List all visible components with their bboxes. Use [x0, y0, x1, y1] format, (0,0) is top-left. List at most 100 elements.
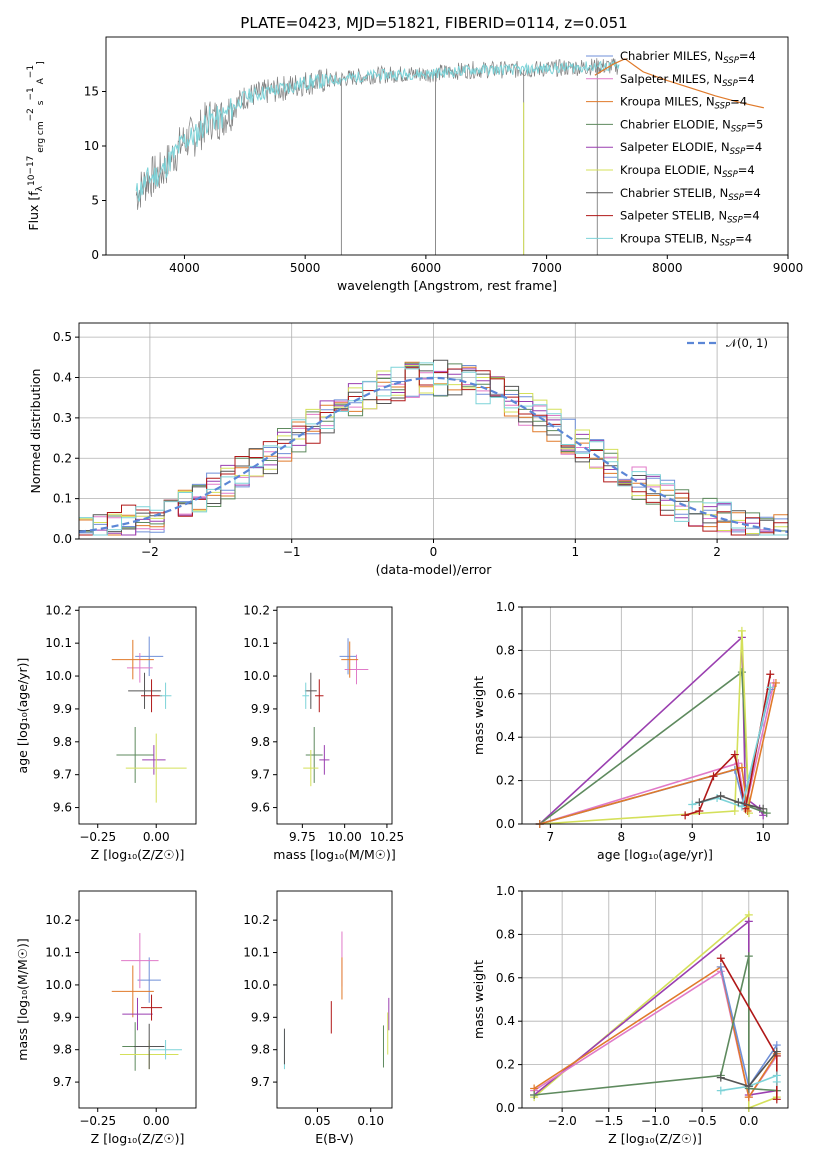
- y-axis-label: age [log₁₀(age/yr)]: [15, 658, 30, 774]
- y-axis-label-part: Flux [f: [26, 191, 41, 231]
- y-axis-label-part: s: [36, 100, 46, 108]
- y-axis-label: mass weight: [471, 960, 486, 1039]
- y-tick-label: 9.7: [251, 768, 270, 782]
- x-tick-label: 0.00: [143, 1114, 170, 1128]
- weight-marker: [695, 798, 704, 807]
- weight-marker: [716, 791, 725, 800]
- y-tick-label: 0.8: [496, 927, 515, 941]
- x-tick-label: −2: [141, 545, 159, 559]
- weight-line: [539, 635, 764, 825]
- y-tick-label: 10.2: [243, 913, 270, 927]
- weight-marker: [737, 763, 746, 772]
- panel-2: −2 −1 0 1 2 0.0 0.1 0.2 0.3 0.4 0.5 (data-model)/er…: [28, 322, 789, 577]
- weight-line: [684, 674, 772, 817]
- y-tick-label: 9.8: [53, 735, 72, 749]
- x-axis-label: (data-model)/error: [376, 562, 493, 577]
- figure-title: PLATE=0423, MJD=51821, FIBERID=0114, z=0…: [240, 14, 627, 32]
- y-tick-label: 10.0: [45, 978, 72, 992]
- x-tick-label: −2.0: [548, 1114, 577, 1128]
- legend-text: Chabrier ELODIE, N: [620, 117, 731, 131]
- legend-value: =4: [744, 186, 761, 200]
- weight-line: [539, 670, 767, 825]
- x-tick-label: −1: [283, 545, 301, 559]
- legend-text: Salpeter ELODIE, N: [620, 140, 730, 154]
- residual-histogram: [79, 365, 788, 536]
- legend-text: Salpeter MILES, N: [620, 72, 722, 86]
- weight-marker: [688, 800, 697, 809]
- legend-entry: Kroupa MILES, NSSP=4: [620, 95, 747, 112]
- y-tick-label: 9.9: [53, 1010, 72, 1024]
- weight-marker: [762, 809, 771, 818]
- legend-entry: Kroupa ELODIE, NSSP=4: [620, 163, 755, 180]
- panel-5: 7 8 9 10 0.0 0.2 0.4 0.6 0.8 1.0 age [log₁₀(age/yr…: [471, 600, 789, 862]
- x-tick-label: −1.5: [594, 1114, 623, 1128]
- x-tick-label: 6000: [411, 261, 442, 275]
- y-tick-label: 0.5: [53, 330, 72, 344]
- axes-frame: [276, 606, 393, 825]
- weight-marker: [716, 954, 725, 963]
- y-tick-label: 9.9: [53, 702, 72, 716]
- y-tick-label: 9.7: [53, 768, 72, 782]
- weight-line: [539, 682, 777, 825]
- residual-histogram: [79, 362, 788, 536]
- x-tick-label: 10.00: [327, 830, 361, 844]
- legend-value: =4: [739, 49, 756, 63]
- weight-marker: [530, 1090, 539, 1099]
- weight-marker: [744, 1093, 753, 1102]
- weight-marker: [744, 1082, 753, 1091]
- legend-entry: Kroupa STELIB, NSSP=4: [620, 231, 752, 248]
- weight-marker: [744, 952, 753, 961]
- model-spectrum: [135, 60, 620, 202]
- weight-marker: [772, 1047, 781, 1056]
- y-tick-label: 9.8: [53, 1043, 72, 1057]
- legend-value: =4: [743, 209, 760, 223]
- y-tick-label: 0.2: [53, 451, 72, 465]
- y-axis-label-part: −1: [26, 65, 36, 78]
- y-tick-label: 1.0: [496, 884, 515, 898]
- y-tick-label: 9.7: [53, 1075, 72, 1089]
- y-tick-label: 0.6: [496, 971, 515, 985]
- weight-line: [533, 965, 778, 1100]
- normal-curve: [78, 376, 789, 533]
- weight-line: [539, 682, 775, 825]
- legend-value: =4: [738, 163, 755, 177]
- panel-6: −0.25 0.00 9.7 9.8 9.9 10.0 10.1 10.2 Z [log₁₀(Z…: [15, 890, 197, 1146]
- legend-text: Kroupa STELIB, N: [620, 231, 720, 245]
- legend-entry: Salpeter MILES, NSSP=4: [620, 72, 755, 89]
- weight-marker: [759, 804, 768, 813]
- x-tick-label: 7000: [531, 261, 562, 275]
- x-tick-label: 10: [756, 830, 771, 844]
- x-tick-label: −0.25: [79, 830, 116, 844]
- legend-sub: SSP: [728, 193, 744, 203]
- weight-marker: [772, 1077, 781, 1086]
- y-tick-label: 0.0: [496, 1101, 515, 1115]
- weight-marker: [737, 668, 746, 677]
- weight-marker: [681, 811, 690, 820]
- legend-value: =4: [738, 72, 755, 86]
- legend-value: =4: [730, 95, 747, 109]
- legend-entry: Salpeter ELODIE, NSSP=4: [620, 140, 762, 157]
- legend-entry: Chabrier ELODIE, NSSP=5: [620, 117, 763, 134]
- weight-marker: [744, 809, 753, 818]
- x-tick-label: 5000: [290, 261, 321, 275]
- y-tick-label: 10.1: [243, 636, 270, 650]
- weight-line: [539, 630, 750, 825]
- x-tick-label: −0.25: [79, 1114, 116, 1128]
- y-tick-label: 5: [91, 194, 99, 208]
- legend-entry: Salpeter STELIB, NSSP=4: [620, 209, 760, 226]
- axes-frame: [78, 322, 789, 540]
- y-tick-label: 9.9: [251, 702, 270, 716]
- x-tick-label: 8000: [652, 261, 683, 275]
- y-tick-label: 10.2: [243, 603, 270, 617]
- y-axis-label-part: 10: [27, 174, 37, 186]
- weight-marker: [730, 750, 739, 759]
- y-tick-label: 10.2: [45, 913, 72, 927]
- legend-sub: SSP: [720, 238, 736, 248]
- legend-sub: SSP: [722, 170, 738, 180]
- x-axis-label: Z [log₁₀(Z/Z☉)]: [91, 847, 185, 862]
- y-tick-label: 0.0: [496, 817, 515, 831]
- panel-8: −2.0 −1.5 −1.0 −0.5 0.0 0.0 0.2 0.4 0.6 0.8 1.0 Z […: [471, 884, 789, 1146]
- x-tick-label: 7: [547, 830, 555, 844]
- weight-marker: [744, 917, 753, 926]
- x-axis-label: wavelength [Angstrom, rest frame]: [337, 278, 557, 293]
